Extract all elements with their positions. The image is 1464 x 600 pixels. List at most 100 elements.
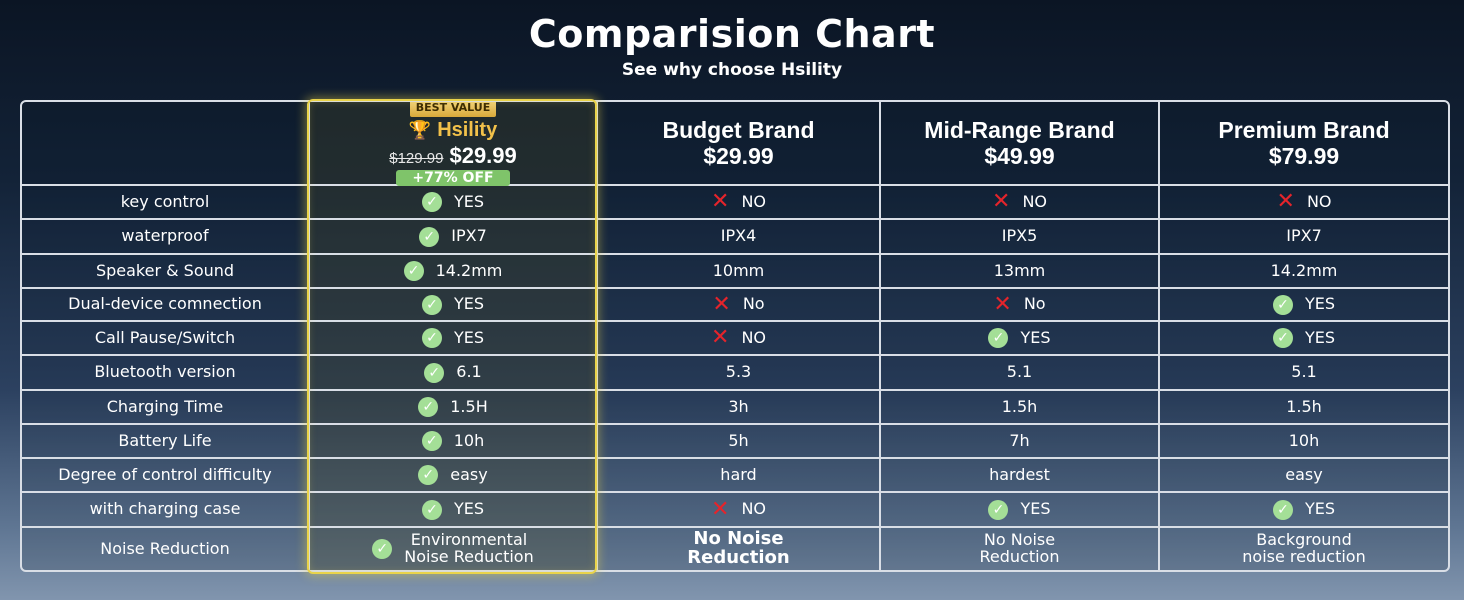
value-content: ✓ 10h — [421, 431, 484, 451]
value-content: ✓ 6.1 — [424, 362, 482, 383]
value-content: IPX7 — [1286, 226, 1322, 246]
value-cell: 5.1 — [1160, 356, 1448, 391]
value-text: YES — [1304, 327, 1336, 347]
value-cell: 14.2mm — [1160, 255, 1448, 289]
value-content: easy — [1285, 465, 1322, 484]
value-text: easy — [450, 464, 488, 484]
check-circle-icon: ✓ — [418, 465, 439, 485]
brand-price: $29.99 — [703, 143, 774, 169]
value-content: No Noise Reduction — [687, 528, 789, 568]
value-text-multiline: No Noise Reduction — [687, 528, 789, 568]
value-cell: ✕ No — [598, 289, 881, 322]
value-cell: hard — [598, 459, 881, 493]
value-cell: ✕ NO — [598, 493, 881, 528]
value-content: ✓ YES — [421, 499, 484, 520]
value-text: 5h — [728, 430, 749, 450]
header-empty-cell — [22, 102, 310, 186]
value-content: ✓ YES — [1272, 327, 1336, 348]
value-cell: 10mm — [598, 255, 881, 289]
cross-icon: ✕ — [711, 325, 730, 350]
value-content: ✓ YES — [1272, 499, 1335, 520]
value-cell: ✓ Environmental Noise Reduction — [310, 528, 598, 570]
value-content: 7h — [1009, 431, 1029, 450]
check-circle-icon: ✓ — [1272, 294, 1293, 315]
value-content: No Noise Reduction — [980, 531, 1060, 566]
check-circle-icon: ✓ — [418, 397, 439, 417]
brand-name: Budget Brand — [662, 116, 815, 143]
check-circle-icon: ✓ — [1272, 328, 1293, 348]
hsility-old-price: $129.99 — [389, 149, 444, 167]
value-content: ✕ No — [993, 293, 1046, 316]
brand-price: $49.99 — [984, 143, 1055, 169]
value-text: NO — [741, 191, 766, 211]
value-content: 5.1 — [1006, 362, 1033, 382]
value-text: NO — [1306, 191, 1332, 211]
feature-label: Call Pause/Switch — [22, 322, 310, 356]
value-content: ✕ No — [712, 293, 765, 316]
cross-icon: ✕ — [992, 189, 1011, 214]
cross-icon: ✕ — [1276, 189, 1295, 214]
header-budget-brand: Budget Brand $29.99 — [598, 102, 881, 186]
value-text: 3h — [728, 396, 749, 416]
value-content: ✓ YES — [988, 328, 1051, 348]
hsility-price-row: $129.99 $29.99 — [389, 143, 517, 168]
value-cell: 7h — [881, 425, 1160, 459]
value-cell: easy — [1160, 459, 1448, 493]
value-text: No — [742, 294, 765, 314]
value-cell: 10h — [1160, 425, 1448, 459]
value-content: ✕ NO — [711, 191, 766, 213]
value-cell: 5h — [598, 425, 881, 459]
value-text: IPX4 — [720, 226, 757, 246]
value-text-line: noise reduction — [1242, 547, 1366, 566]
value-content: ✕ NO — [1277, 191, 1332, 213]
check-circle-icon: ✓ — [988, 499, 1009, 520]
value-cell: ✓ YES — [1160, 322, 1448, 356]
feature-label: Bluetooth version — [22, 356, 310, 391]
value-content: ✕ NO — [711, 327, 766, 349]
value-text: 1.5h — [1286, 396, 1322, 416]
value-text: 14.2mm — [1270, 260, 1338, 280]
value-text: IPX7 — [1286, 226, 1322, 246]
feature-label: Noise Reduction — [22, 528, 310, 570]
value-text: 10mm — [712, 260, 765, 280]
value-text: 5.1 — [1291, 362, 1317, 382]
value-text: hard — [720, 464, 757, 484]
value-text-line: No Noise — [693, 528, 784, 550]
value-cell: ✓ YES — [310, 289, 598, 322]
value-cell: 5.1 — [881, 356, 1160, 391]
value-cell: IPX4 — [598, 220, 881, 255]
value-content: ✓ YES — [1272, 294, 1336, 315]
value-cell: ✓ easy — [310, 459, 598, 493]
value-content: hard — [720, 464, 757, 484]
value-content: ✕ NO — [711, 498, 766, 521]
value-content: ✓ YES — [421, 294, 484, 315]
value-content: 1.5h — [1002, 397, 1038, 416]
check-circle-icon: ✓ — [988, 328, 1009, 348]
value-text: IPX5 — [1001, 226, 1038, 246]
check-circle-icon: ✓ — [421, 499, 442, 520]
value-text: YES — [1304, 294, 1336, 314]
check-circle-icon: ✓ — [421, 431, 442, 451]
value-text-multiline: Background noise reduction — [1242, 530, 1366, 566]
value-content: 1.5h — [1286, 396, 1322, 416]
value-text: 5.1 — [1006, 362, 1033, 382]
header-hsility: BEST VALUE 🏆 Hsility $129.99 $29.99 +77%… — [310, 102, 598, 187]
value-cell: hardest — [881, 459, 1160, 493]
cross-icon: ✕ — [711, 189, 730, 214]
value-cell: IPX5 — [881, 220, 1160, 255]
value-cell: ✓ 14.2mm — [310, 255, 598, 289]
value-content: 10mm — [712, 260, 765, 280]
value-text-line: Noise Reduction — [404, 547, 534, 566]
value-text: No — [1023, 294, 1046, 314]
value-content: Background noise reduction — [1242, 530, 1366, 566]
value-text: 14.2mm — [435, 260, 503, 280]
check-circle-icon: ✓ — [424, 362, 445, 383]
value-text: hardest — [989, 464, 1050, 484]
value-content: 5h — [728, 430, 749, 450]
value-cell: 1.5h — [1160, 391, 1448, 425]
value-cell: ✕ NO — [598, 322, 881, 356]
value-text-line: Background — [1256, 530, 1352, 550]
discount-badge: +77% OFF — [396, 169, 510, 187]
check-circle-icon: ✓ — [1272, 499, 1293, 520]
value-text: 13mm — [993, 260, 1046, 280]
